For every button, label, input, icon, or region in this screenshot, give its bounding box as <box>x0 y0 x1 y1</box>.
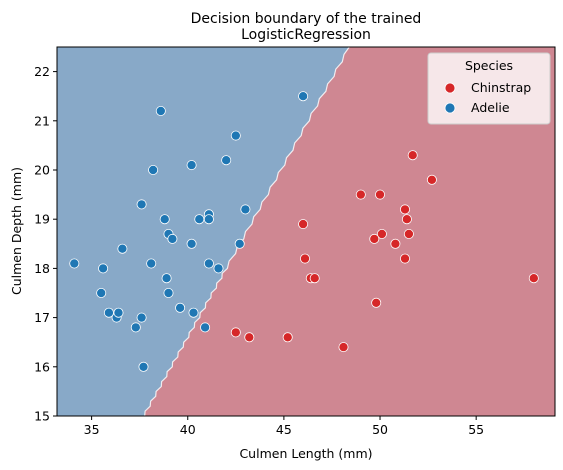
y-tick-label: 17 <box>34 310 50 325</box>
x-tick-label: 55 <box>468 422 484 437</box>
x-tick-label: 35 <box>84 422 100 437</box>
y-tick-label: 16 <box>34 359 50 374</box>
data-point-chinstrap <box>390 238 401 249</box>
data-point-adelie <box>213 263 224 274</box>
data-point-chinstrap <box>355 189 366 200</box>
x-tick-label: 40 <box>180 422 196 437</box>
data-point-chinstrap <box>403 228 414 239</box>
data-point-chinstrap <box>298 219 309 230</box>
data-point-chinstrap <box>426 174 437 185</box>
decision-boundary-line <box>144 46 350 417</box>
x-axis-ticks: 35 40 45 50 55 <box>84 416 484 437</box>
data-point-chinstrap <box>399 253 410 264</box>
data-point-chinstrap <box>374 189 385 200</box>
legend-marker-chinstrap <box>444 82 456 94</box>
data-point-adelie <box>186 160 197 171</box>
legend: Species Chinstrap Adelie <box>427 52 551 125</box>
x-axis-label: Culmen Length (mm) <box>239 446 372 461</box>
data-point-adelie <box>186 238 197 249</box>
data-point-adelie <box>167 233 178 244</box>
region-adelie <box>57 47 350 416</box>
data-point-chinstrap <box>309 273 320 284</box>
data-point-chinstrap <box>399 204 410 215</box>
data-point-chinstrap <box>376 228 387 239</box>
legend-marker-adelie <box>444 102 456 114</box>
legend-label-chinstrap: Chinstrap <box>471 80 531 95</box>
region-chinstrap <box>144 47 555 416</box>
data-point-chinstrap <box>371 297 382 308</box>
data-point-adelie <box>146 258 157 269</box>
data-point-adelie <box>69 258 80 269</box>
data-point-adelie <box>221 155 232 166</box>
legend-box <box>427 52 551 125</box>
data-point-chinstrap <box>528 273 539 284</box>
y-tick-label: 15 <box>34 409 50 424</box>
y-axis-ticks: 15 16 17 18 19 20 21 22 <box>34 64 57 424</box>
y-tick-label: 19 <box>34 212 50 227</box>
data-points <box>69 91 539 372</box>
data-point-adelie <box>136 199 147 210</box>
data-point-adelie <box>117 243 128 254</box>
data-point-adelie <box>203 214 214 225</box>
data-point-adelie <box>298 91 309 102</box>
data-point-chinstrap <box>369 233 380 244</box>
chart-subtitle: LogisticRegression <box>241 27 371 43</box>
y-tick-label: 18 <box>34 261 50 276</box>
data-point-adelie <box>130 322 141 333</box>
data-point-chinstrap <box>230 327 241 338</box>
chart-title: Decision boundary of the trained <box>191 11 422 27</box>
data-point-chinstrap <box>407 150 418 161</box>
data-point-adelie <box>234 238 245 249</box>
data-point-adelie <box>136 312 147 323</box>
y-tick-label: 21 <box>34 113 50 128</box>
data-point-adelie <box>155 106 166 117</box>
data-point-adelie <box>98 263 109 274</box>
data-point-adelie <box>203 258 214 269</box>
data-point-adelie <box>175 302 186 313</box>
x-tick-label: 45 <box>276 422 292 437</box>
data-point-adelie <box>163 287 174 298</box>
data-point-adelie <box>194 214 205 225</box>
data-point-adelie <box>148 164 159 175</box>
data-point-adelie <box>138 361 149 372</box>
data-point-adelie <box>96 287 107 298</box>
data-point-adelie <box>159 214 170 225</box>
data-point-adelie <box>161 273 172 284</box>
data-point-chinstrap <box>244 332 255 343</box>
data-point-adelie <box>188 307 199 318</box>
legend-title: Species <box>465 58 513 73</box>
data-point-chinstrap <box>299 253 310 264</box>
data-point-adelie <box>230 130 241 141</box>
data-point-adelie <box>240 204 251 215</box>
legend-label-adelie: Adelie <box>471 100 510 115</box>
plot-area <box>56 46 556 417</box>
data-point-adelie <box>200 322 211 333</box>
x-tick-label: 50 <box>372 422 388 437</box>
data-point-chinstrap <box>338 342 349 353</box>
data-point-chinstrap <box>282 332 293 343</box>
data-point-adelie <box>113 307 124 318</box>
y-tick-label: 22 <box>34 64 50 79</box>
y-axis-label: Culmen Depth (mm) <box>9 167 24 295</box>
y-tick-label: 20 <box>34 163 50 178</box>
data-point-chinstrap <box>401 214 412 225</box>
plot-frame <box>56 46 556 417</box>
data-point-adelie <box>103 307 114 318</box>
